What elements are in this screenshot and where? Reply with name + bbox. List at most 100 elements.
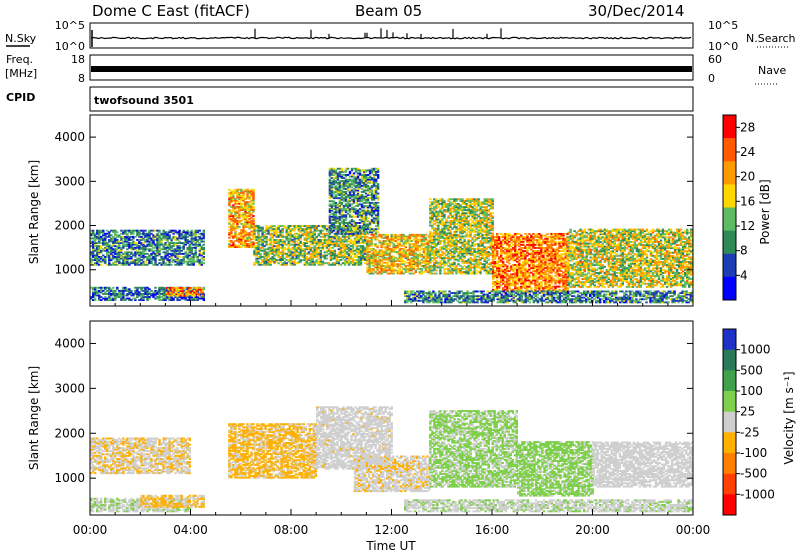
heatmap-cell bbox=[416, 266, 419, 269]
heatmap-cell bbox=[356, 197, 360, 200]
heatmap-cell bbox=[297, 254, 300, 257]
heatmap-cell bbox=[307, 240, 310, 243]
heatmap-cell bbox=[366, 198, 370, 201]
heatmap-cell bbox=[126, 235, 129, 238]
heatmap-cell bbox=[154, 239, 157, 241]
heatmap-cell bbox=[431, 216, 434, 219]
heatmap-cell bbox=[319, 262, 322, 265]
heatmap-cell bbox=[404, 269, 407, 272]
heatmap-cell bbox=[232, 198, 235, 200]
heatmap-cell bbox=[426, 251, 430, 253]
heatmap-cell bbox=[455, 216, 458, 219]
heatmap-cell bbox=[124, 243, 127, 246]
heatmap-cell bbox=[188, 243, 191, 246]
heatmap-cell bbox=[98, 289, 101, 292]
heatmap-cell bbox=[447, 224, 450, 227]
heatmap-cell bbox=[348, 200, 352, 203]
heatmap-cell bbox=[244, 188, 247, 191]
heatmap-cell bbox=[248, 213, 251, 216]
heatmap-cell bbox=[303, 248, 306, 251]
heatmap-cell bbox=[374, 225, 378, 227]
heatmap-cell bbox=[317, 239, 320, 241]
heatmap-cell bbox=[374, 172, 378, 175]
heatmap-cell bbox=[445, 247, 448, 250]
heatmap-cell bbox=[130, 231, 133, 234]
heatmap-cell bbox=[334, 177, 338, 179]
heatmap-cell bbox=[408, 251, 411, 253]
heatmap-cell bbox=[267, 229, 270, 232]
heatmap-cell bbox=[248, 205, 251, 208]
heatmap-cell bbox=[279, 259, 282, 261]
heatmap-cell bbox=[331, 263, 335, 266]
heatmap-cell bbox=[386, 233, 389, 236]
heatmap-cell bbox=[370, 237, 373, 239]
heatmap-cell bbox=[114, 251, 117, 254]
heatmap-cell bbox=[439, 237, 442, 239]
heatmap-cell bbox=[340, 195, 344, 198]
heatmap-cell bbox=[116, 242, 119, 244]
heatmap-cell bbox=[406, 257, 409, 259]
heatmap-cell bbox=[366, 200, 370, 203]
heatmap-cell bbox=[426, 260, 430, 263]
heatmap-cell bbox=[172, 243, 175, 246]
heatmap-cell bbox=[319, 243, 322, 246]
heatmap-cell bbox=[130, 291, 133, 294]
heatmap-cell bbox=[261, 234, 264, 237]
heatmap-cell bbox=[246, 215, 249, 217]
heatmap-cell bbox=[445, 257, 448, 259]
heatmap-cell bbox=[368, 268, 371, 270]
heatmap-cell bbox=[449, 246, 452, 249]
heatmap-cell bbox=[356, 231, 360, 234]
heatmap-cell bbox=[463, 215, 466, 218]
heatmap-cell bbox=[90, 259, 93, 261]
heatmap-cell bbox=[269, 243, 272, 246]
heatmap-cell bbox=[328, 232, 332, 235]
heatmap-cell bbox=[370, 222, 374, 224]
heatmap-cell bbox=[186, 248, 189, 251]
heatmap-cell bbox=[459, 240, 462, 242]
heatmap-cell bbox=[277, 240, 280, 243]
heatmap-cell bbox=[372, 184, 376, 187]
heatmap-cell bbox=[146, 248, 149, 251]
heatmap-cell bbox=[174, 248, 177, 251]
heatmap-cell bbox=[334, 228, 338, 231]
heatmap-cell bbox=[431, 207, 434, 210]
heatmap-cell bbox=[130, 289, 133, 292]
heatmap-cell bbox=[194, 231, 197, 234]
heatmap-cell bbox=[134, 263, 137, 266]
heatmap-cell bbox=[453, 244, 456, 247]
heatmap-cell bbox=[426, 247, 430, 250]
heatmap-cell bbox=[188, 294, 191, 297]
heatmap-cell bbox=[336, 174, 340, 176]
heatmap-cell bbox=[344, 225, 348, 227]
heatmap-cell bbox=[336, 229, 340, 232]
heatmap-cell bbox=[364, 170, 368, 173]
heatmap-cell bbox=[374, 254, 377, 256]
heatmap-cell bbox=[354, 195, 358, 198]
heatmap-cell bbox=[328, 188, 332, 190]
heatmap-cell bbox=[406, 241, 409, 244]
heatmap-cell bbox=[152, 251, 155, 254]
heatmap-cell bbox=[182, 245, 185, 248]
heatmap-cell bbox=[366, 174, 370, 176]
heatmap-cell bbox=[295, 246, 298, 249]
heatmap-cell bbox=[246, 243, 249, 245]
heatmap-cell bbox=[441, 229, 444, 232]
heatmap-cell bbox=[114, 289, 117, 292]
heatmap-cell bbox=[190, 248, 193, 251]
heatmap-cell bbox=[228, 198, 231, 200]
heatmap-cell bbox=[465, 252, 468, 255]
heatmap-cell bbox=[447, 232, 450, 235]
heatmap-cell bbox=[378, 268, 381, 270]
heatmap-cell bbox=[376, 226, 380, 229]
heatmap-cell bbox=[362, 209, 366, 212]
heatmap-cell bbox=[368, 197, 372, 200]
heatmap-cell bbox=[352, 223, 356, 226]
heatmap-cell bbox=[449, 213, 452, 216]
heatmap-cell bbox=[114, 296, 117, 298]
heatmap-cell bbox=[349, 254, 353, 257]
heatmap-cell bbox=[352, 194, 356, 196]
heatmap-cell bbox=[98, 263, 101, 266]
heatmap-cell bbox=[330, 188, 334, 190]
heatmap-cell bbox=[148, 293, 151, 295]
